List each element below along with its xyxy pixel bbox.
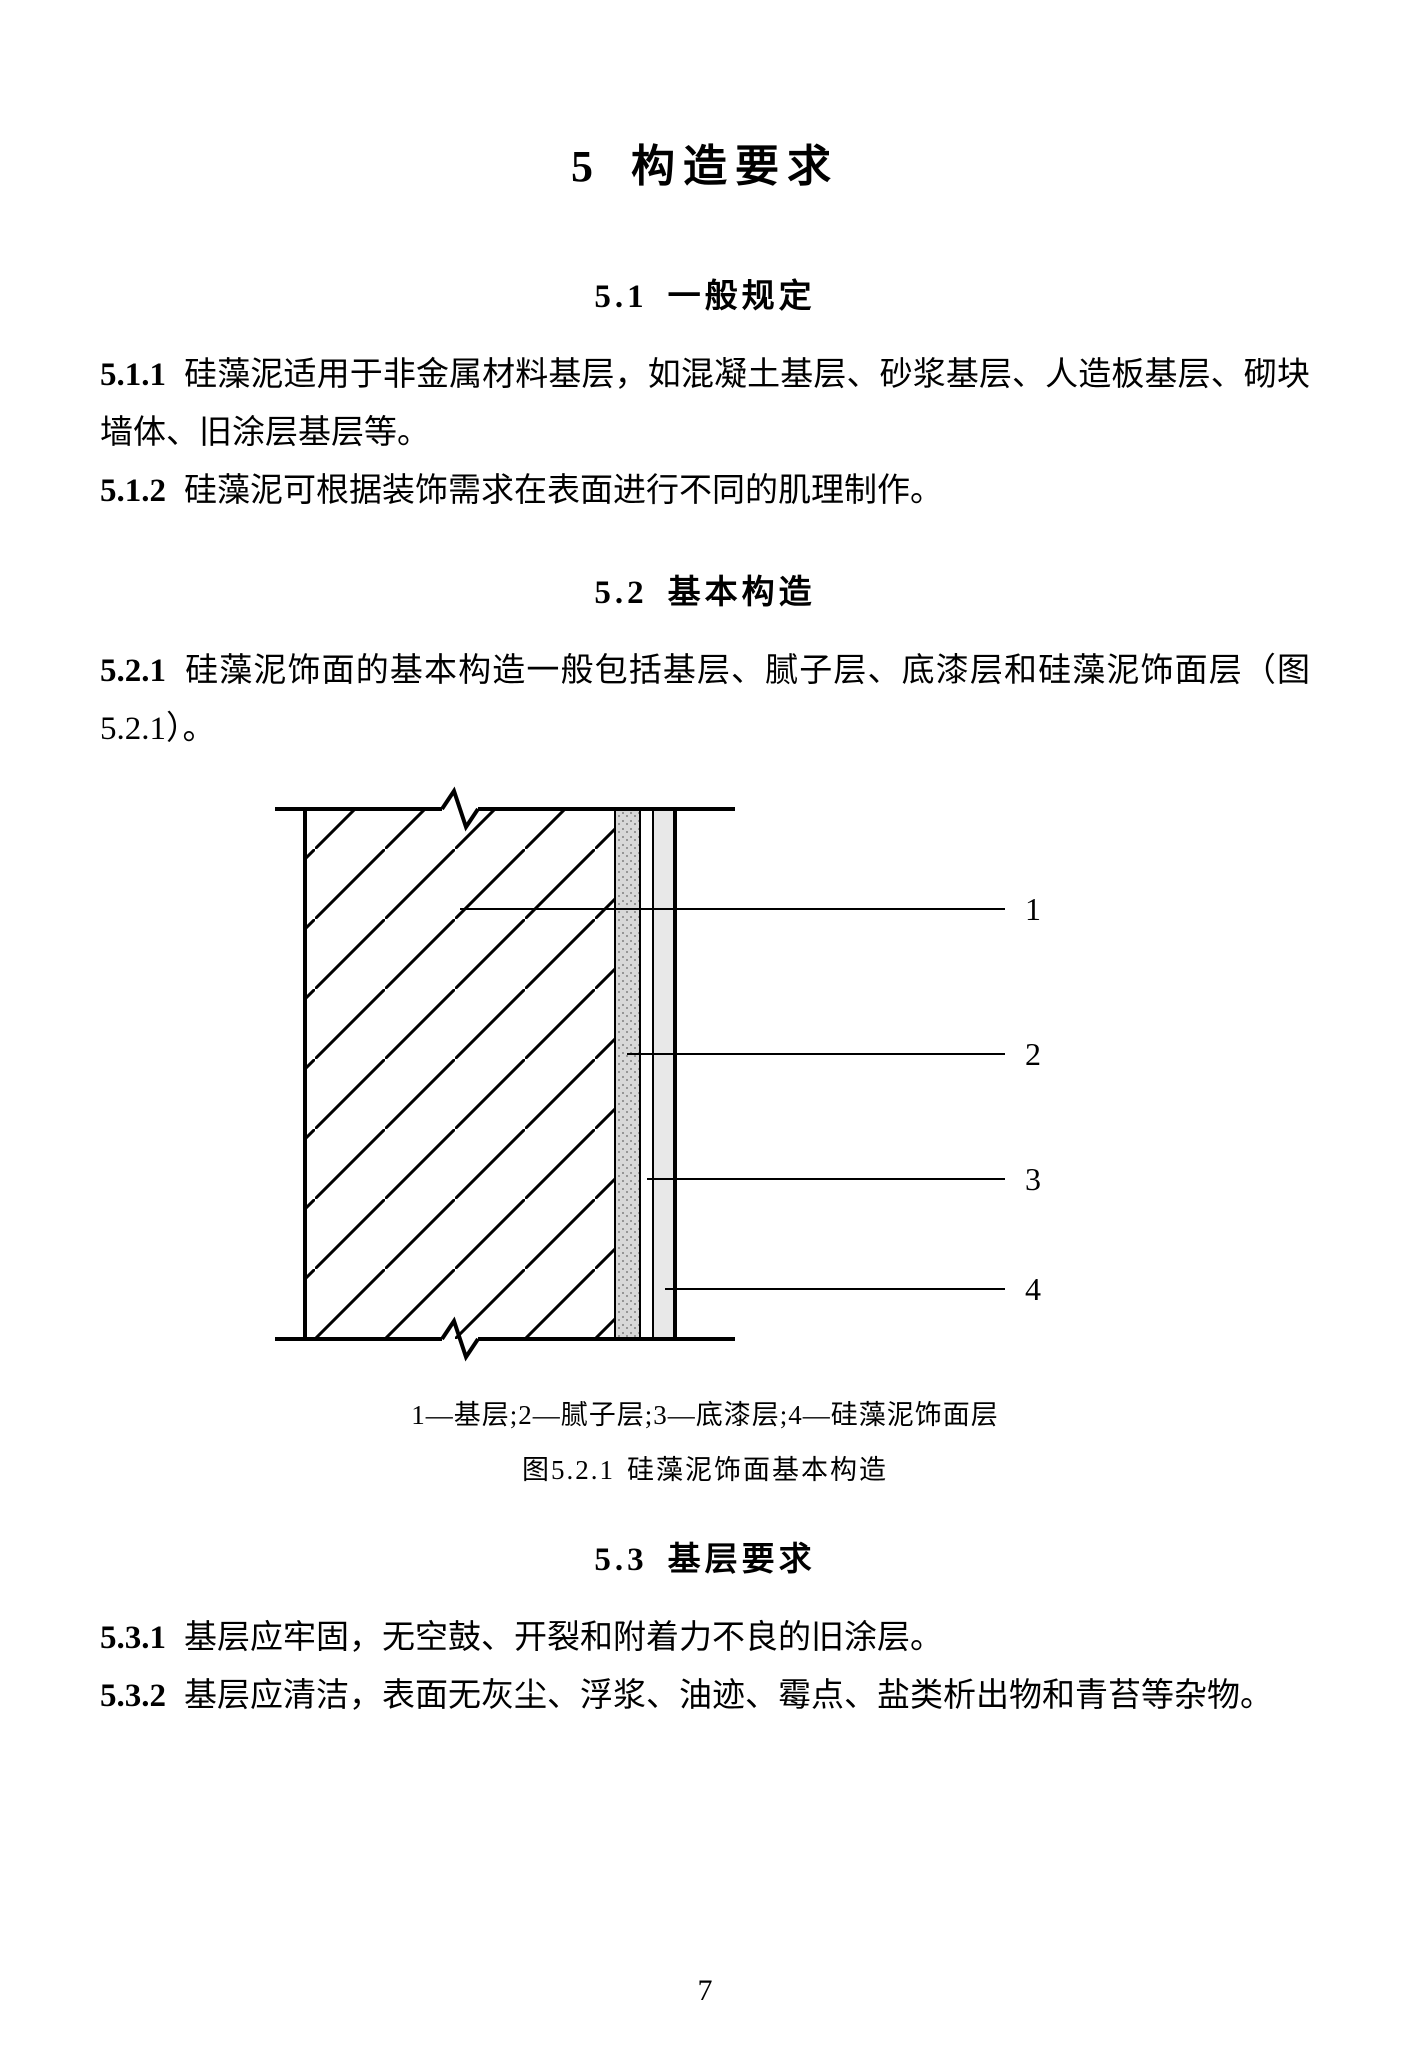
section-num: 5.1	[594, 279, 647, 315]
para-text: 基层应牢固，无空鼓、开裂和附着力不良的旧涂层。	[184, 1620, 943, 1656]
svg-text:3: 3	[1025, 1161, 1041, 1197]
para-text: 基层应清洁，表面无灰尘、浮浆、油迹、霉点、盐类析出物和青苔等杂物。	[184, 1678, 1273, 1714]
chapter-number: 5	[571, 142, 601, 191]
figure-block: 1 2 3 4 1—基层;2—腻子层;3—底漆层;4—硅藻泥饰面层 图5.2.1 硅藻泥…	[100, 779, 1310, 1487]
section-text: 基本构造	[668, 575, 816, 611]
chapter-title-text: 构造要求	[631, 142, 839, 191]
section-num: 5.3	[594, 1542, 647, 1578]
section-title-5-1: 5.1 一般规定	[100, 269, 1310, 317]
construction-diagram: 1 2 3 4	[245, 779, 1165, 1379]
para-num: 5.2.1	[100, 653, 166, 689]
section-text: 一般规定	[668, 279, 816, 315]
section-title-5-2: 5.2 基本构造	[100, 565, 1310, 613]
page: 5 构造要求 5.1 一般规定 5.1.1硅藻泥适用于非金属材料基层，如混凝土基层、…	[0, 0, 1410, 2048]
page-number: 7	[0, 1974, 1410, 2008]
svg-text:2: 2	[1025, 1036, 1041, 1072]
section-num: 5.2	[594, 575, 647, 611]
section-title-5-3: 5.3 基层要求	[100, 1532, 1310, 1580]
para-5-1-1: 5.1.1硅藻泥适用于非金属材料基层，如混凝土基层、砂浆基层、人造板基层、砌块墙…	[100, 347, 1310, 463]
para-text: 硅藻泥饰面的基本构造一般包括基层、腻子层、底漆层和硅藻泥饰面层（图5.2.1）。	[100, 653, 1310, 747]
para-5-1-2: 5.1.2 硅藻泥可根据装饰需求在表面进行不同的肌理制作。	[100, 463, 1310, 521]
figure-caption-num: 图5.2.1	[522, 1455, 615, 1485]
figure-legend: 1—基层;2—腻子层;3—底漆层;4—硅藻泥饰面层	[100, 1393, 1310, 1432]
section-text: 基层要求	[668, 1542, 816, 1578]
para-num: 5.3.2	[100, 1678, 166, 1714]
figure-caption: 图5.2.1 硅藻泥饰面基本构造	[100, 1448, 1310, 1487]
para-text: 硅藻泥可根据装饰需求在表面进行不同的肌理制作。	[184, 473, 943, 509]
svg-text:1: 1	[1025, 891, 1041, 927]
svg-text:4: 4	[1025, 1271, 1041, 1307]
para-text: 硅藻泥适用于非金属材料基层，如混凝土基层、砂浆基层、人造板基层、砌块墙体、旧涂层…	[100, 357, 1310, 451]
para-num: 5.1.2	[100, 473, 166, 509]
para-5-3-1: 5.3.1 基层应牢固，无空鼓、开裂和附着力不良的旧涂层。	[100, 1610, 1310, 1668]
para-5-3-2: 5.3.2 基层应清洁，表面无灰尘、浮浆、油迹、霉点、盐类析出物和青苔等杂物。	[100, 1668, 1310, 1726]
para-5-2-1: 5.2.1硅藻泥饰面的基本构造一般包括基层、腻子层、底漆层和硅藻泥饰面层（图5.…	[100, 643, 1310, 759]
figure-caption-text: 硅藻泥饰面基本构造	[627, 1455, 888, 1485]
para-num: 5.3.1	[100, 1620, 166, 1656]
para-num: 5.1.1	[100, 357, 166, 393]
chapter-title: 5 构造要求	[100, 130, 1310, 194]
